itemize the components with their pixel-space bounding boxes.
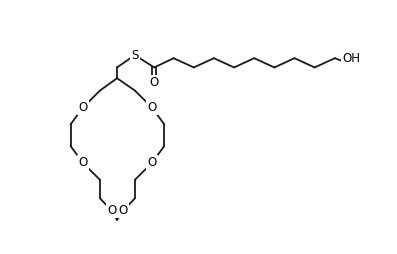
Text: O: O xyxy=(78,101,88,114)
Text: O: O xyxy=(147,101,156,114)
Text: O: O xyxy=(78,156,88,169)
Text: O: O xyxy=(150,76,159,89)
Text: O: O xyxy=(107,204,116,217)
Text: OH: OH xyxy=(342,52,360,65)
Text: O: O xyxy=(147,156,156,169)
Text: O: O xyxy=(119,204,128,217)
Text: S: S xyxy=(131,49,139,62)
